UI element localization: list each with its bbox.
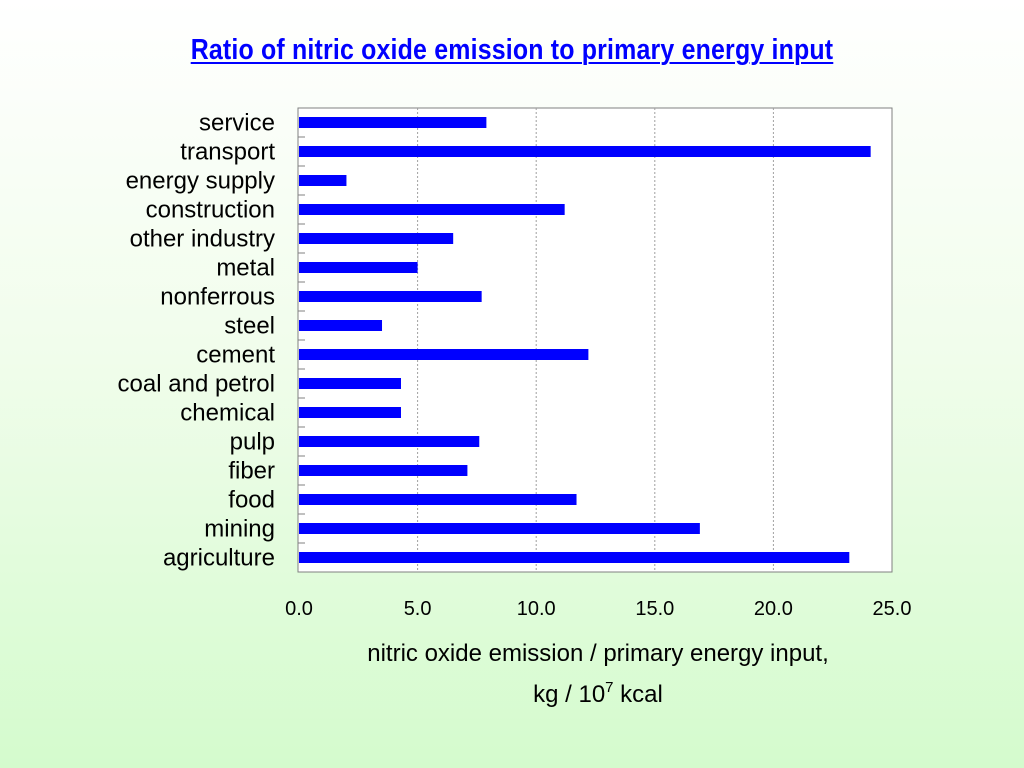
bar-energy-supply <box>299 175 347 186</box>
y-category-label: service <box>199 110 275 137</box>
y-category-label: fiber <box>228 458 275 485</box>
bar-food <box>299 494 577 505</box>
bar-chemical <box>299 407 401 418</box>
y-category-label: steel <box>224 313 275 340</box>
y-category-label: other industry <box>130 226 275 253</box>
y-category-label: chemical <box>180 400 275 427</box>
x-axis-unit: kg / 107 kcal <box>86 679 1024 709</box>
x-tick-label: 20.0 <box>754 598 793 620</box>
bar-metal <box>299 262 418 273</box>
bar-transport <box>299 146 871 157</box>
bar-fiber <box>299 465 468 476</box>
y-category-label: food <box>228 487 275 514</box>
x-tick-label: 0.0 <box>285 598 313 620</box>
bar-nonferrous <box>299 291 482 302</box>
y-category-label: nonferrous <box>160 284 275 311</box>
y-category-label: mining <box>204 516 275 543</box>
y-category-label: cement <box>196 342 275 369</box>
bar-other-industry <box>299 233 454 244</box>
page-title: Ratio of nitric oxide emission to primar… <box>190 34 834 66</box>
y-category-label: transport <box>180 139 275 166</box>
y-category-label: agriculture <box>163 545 275 572</box>
bar-cement <box>299 349 589 360</box>
y-category-label: construction <box>146 197 275 224</box>
y-category-label: metal <box>216 255 275 282</box>
x-axis-unit-exponent: 7 <box>605 679 614 696</box>
bar-construction <box>299 204 565 215</box>
y-category-label: pulp <box>230 429 275 456</box>
bar-coal-and-petrol <box>299 378 401 389</box>
bar-service <box>299 117 487 128</box>
bar-steel <box>299 320 383 331</box>
x-axis-unit-base: kg / 10 <box>533 681 606 708</box>
x-tick-label: 25.0 <box>873 598 912 620</box>
x-tick-label: 5.0 <box>404 598 432 620</box>
x-axis-unit-suffix: kcal <box>613 681 663 708</box>
x-axis-label: nitric oxide emission / primary energy i… <box>367 640 829 667</box>
x-tick-label: 10.0 <box>517 598 556 620</box>
y-category-label: coal and petrol <box>118 371 275 398</box>
x-tick-label: 15.0 <box>635 598 674 620</box>
y-category-label: energy supply <box>126 168 275 195</box>
bar-agriculture <box>299 552 850 563</box>
bar-pulp <box>299 436 480 447</box>
bar-mining <box>299 523 700 534</box>
